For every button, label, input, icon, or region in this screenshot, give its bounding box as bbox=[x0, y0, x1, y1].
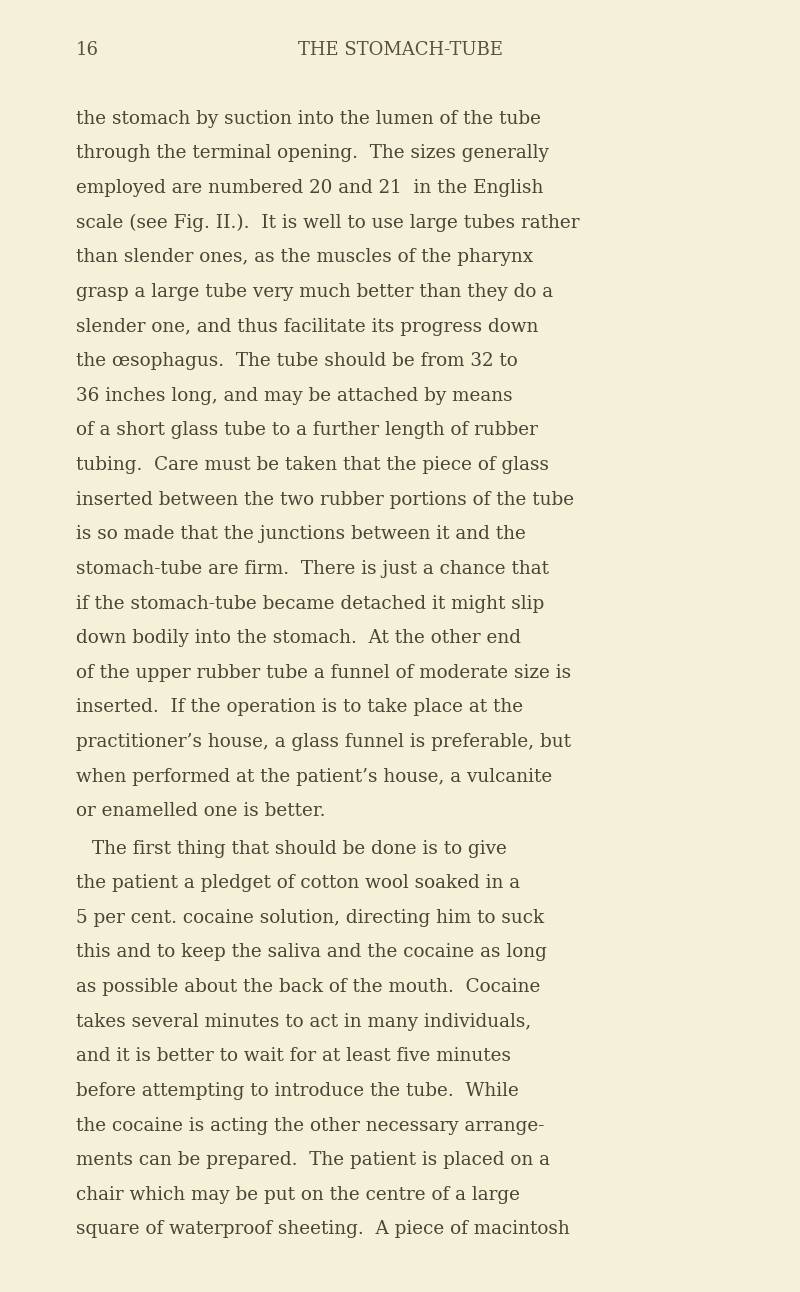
Text: THE STOMACH-TUBE: THE STOMACH-TUBE bbox=[298, 41, 502, 59]
Text: tubing.  Care must be taken that the piece of glass: tubing. Care must be taken that the piec… bbox=[76, 456, 549, 474]
Text: inserted.  If the operation is to take place at the: inserted. If the operation is to take pl… bbox=[76, 699, 523, 717]
Text: slender one, and thus facilitate its progress down: slender one, and thus facilitate its pro… bbox=[76, 318, 538, 336]
Text: grasp a large tube very much better than they do a: grasp a large tube very much better than… bbox=[76, 283, 553, 301]
Text: scale (see Fig. II.).  It is well to use large tubes rather: scale (see Fig. II.). It is well to use … bbox=[76, 213, 579, 233]
Text: stomach-tube are firm.  There is just a chance that: stomach-tube are firm. There is just a c… bbox=[76, 559, 549, 578]
Text: inserted between the two rubber portions of the tube: inserted between the two rubber portions… bbox=[76, 491, 574, 509]
Text: the cocaine is acting the other necessary arrange-: the cocaine is acting the other necessar… bbox=[76, 1116, 544, 1134]
Text: The first thing that should be done is to give: The first thing that should be done is t… bbox=[92, 840, 507, 858]
Text: of a short glass tube to a further length of rubber: of a short glass tube to a further lengt… bbox=[76, 421, 538, 439]
Text: 5 per cent. cocaine solution, directing him to suck: 5 per cent. cocaine solution, directing … bbox=[76, 908, 544, 926]
Text: the stomach by suction into the lumen of the tube: the stomach by suction into the lumen of… bbox=[76, 110, 541, 128]
Text: and it is better to wait for at least five minutes: and it is better to wait for at least fi… bbox=[76, 1048, 511, 1066]
Text: employed are numbered 20 and 21  in the English: employed are numbered 20 and 21 in the E… bbox=[76, 180, 543, 198]
Text: chair which may be put on the centre of a large: chair which may be put on the centre of … bbox=[76, 1186, 520, 1204]
Text: than slender ones, as the muscles of the pharynx: than slender ones, as the muscles of the… bbox=[76, 248, 533, 266]
Text: takes several minutes to act in many individuals,: takes several minutes to act in many ind… bbox=[76, 1013, 531, 1031]
Text: when performed at the patient’s house, a vulcanite: when performed at the patient’s house, a… bbox=[76, 767, 552, 786]
Text: square of waterproof sheeting.  A piece of macintosh: square of waterproof sheeting. A piece o… bbox=[76, 1221, 570, 1239]
Text: ments can be prepared.  The patient is placed on a: ments can be prepared. The patient is pl… bbox=[76, 1151, 550, 1169]
Text: through the terminal opening.  The sizes generally: through the terminal opening. The sizes … bbox=[76, 145, 549, 163]
Text: down bodily into the stomach.  At the other end: down bodily into the stomach. At the oth… bbox=[76, 629, 521, 647]
Text: before attempting to introduce the tube.  While: before attempting to introduce the tube.… bbox=[76, 1081, 519, 1099]
Text: is so made that the junctions between it and the: is so made that the junctions between it… bbox=[76, 526, 526, 544]
Text: 16: 16 bbox=[76, 41, 99, 59]
Text: practitioner’s house, a glass funnel is preferable, but: practitioner’s house, a glass funnel is … bbox=[76, 733, 571, 751]
Text: if the stomach-tube became detached it might slip: if the stomach-tube became detached it m… bbox=[76, 594, 544, 612]
Text: this and to keep the saliva and the cocaine as long: this and to keep the saliva and the coca… bbox=[76, 943, 547, 961]
Text: the œsophagus.  The tube should be from 32 to: the œsophagus. The tube should be from 3… bbox=[76, 353, 518, 371]
Text: 36 inches long, and may be attached by means: 36 inches long, and may be attached by m… bbox=[76, 386, 513, 404]
Text: the patient a pledget of cotton wool soaked in a: the patient a pledget of cotton wool soa… bbox=[76, 875, 520, 893]
Text: or enamelled one is better.: or enamelled one is better. bbox=[76, 802, 326, 820]
Text: of the upper rubber tube a funnel of moderate size is: of the upper rubber tube a funnel of mod… bbox=[76, 664, 571, 682]
Text: as possible about the back of the mouth.  Cocaine: as possible about the back of the mouth.… bbox=[76, 978, 540, 996]
